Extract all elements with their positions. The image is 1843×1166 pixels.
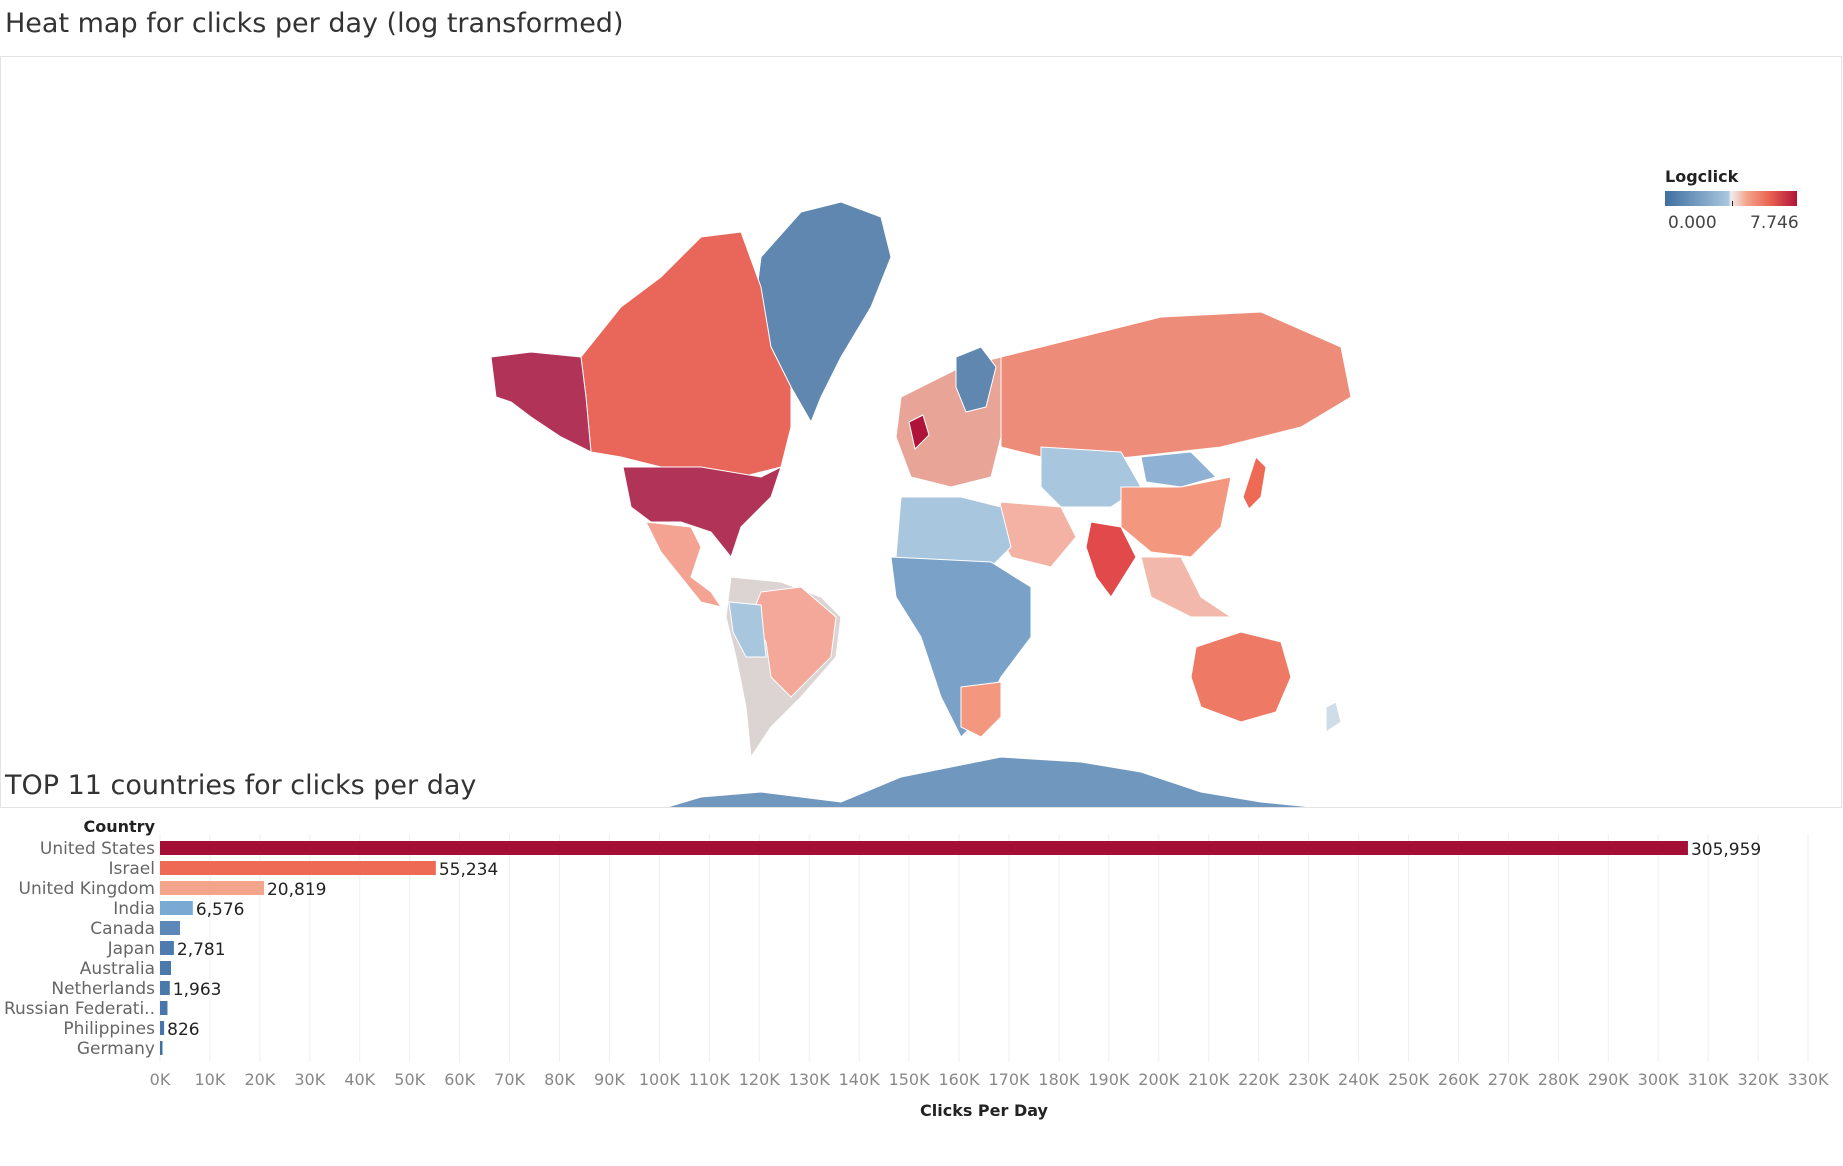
bar[interactable] [160,841,1688,855]
x-tick-label: 270K [1488,1070,1530,1089]
region-india [1085,521,1137,598]
bar[interactable] [160,1041,163,1055]
x-tick-label: 290K [1588,1070,1630,1089]
x-tick-label: 40K [344,1070,375,1089]
data-label: 6,576 [196,900,245,920]
category-label: Netherlands [51,979,155,999]
x-tick-label: 20K [244,1070,275,1089]
x-tick-label: 30K [294,1070,325,1089]
legend-color-bar [1665,191,1797,206]
region-united-states [622,466,782,559]
legend-min-label: 0.000 [1668,213,1717,233]
x-tick-label: 200K [1138,1070,1180,1089]
category-label: Philippines [63,1019,155,1039]
category-label: Japan [107,939,155,959]
x-tick-label: 140K [839,1070,881,1089]
x-tick-label: 0K [150,1070,171,1089]
category-label: India [113,899,155,919]
data-label: 2,781 [177,940,226,960]
bar[interactable] [160,921,180,935]
x-tick-label: 120K [739,1070,781,1089]
legend-midpoint-tick [1732,201,1733,206]
x-tick-label: 210K [1188,1070,1230,1089]
bar-chart[interactable]: Country United States 305,959 Israel 55,234 U… [0,808,1843,1138]
region-russia [1000,311,1352,463]
region-antarctica [665,756,1317,807]
data-label: 55,234 [439,860,498,880]
x-tick-label: 80K [544,1070,575,1089]
category-label: Israel [109,859,155,879]
data-label: 826 [167,1020,199,1040]
region-southeast-asia [1140,556,1233,618]
category-label: United States [40,839,155,859]
category-label: Germany [77,1039,155,1059]
x-tick-label: 180K [1038,1070,1080,1089]
x-tick-label: 330K [1787,1070,1829,1089]
region-new-zealand [1325,701,1342,733]
bar[interactable] [160,981,170,995]
bar[interactable] [160,1021,165,1035]
data-label: 305,959 [1691,840,1761,860]
color-legend: Logclick 0.000 7.746 [1665,167,1825,233]
x-tick-label: 100K [639,1070,681,1089]
category-label: Australia [80,959,155,979]
x-tick-label: 190K [1088,1070,1130,1089]
data-label: 20,819 [267,880,326,900]
region-mongolia [1140,451,1217,488]
category-label: United Kingdom [19,879,155,899]
x-tick-label: 280K [1538,1070,1580,1089]
x-tick-label: 250K [1388,1070,1430,1089]
x-tick-label: 240K [1338,1070,1380,1089]
x-tick-label: 150K [889,1070,931,1089]
x-tick-label: 60K [444,1070,475,1089]
region-canada [580,231,792,478]
bar[interactable] [160,1001,168,1015]
bar[interactable] [160,961,171,975]
x-tick-label: 50K [394,1070,425,1089]
bar-chart-title: TOP 11 countries for clicks per day [5,770,477,801]
region-china [1120,476,1232,558]
region-mexico [645,521,723,608]
legend-title: Logclick [1665,167,1739,186]
x-tick-label: 90K [594,1070,625,1089]
map-title: Heat map for clicks per day (log transfo… [5,8,624,39]
bar[interactable] [160,941,174,955]
x-tick-label: 260K [1438,1070,1480,1089]
x-tick-label: 170K [988,1070,1030,1089]
region-australia [1190,631,1292,723]
region-central-asia [1040,446,1142,508]
x-tick-label: 230K [1288,1070,1330,1089]
x-tick-label: 320K [1738,1070,1780,1089]
x-tick-label: 130K [789,1070,831,1089]
x-tick-label: 10K [195,1070,226,1089]
x-tick-label: 110K [689,1070,731,1089]
x-tick-label: 70K [494,1070,525,1089]
category-label: Canada [90,919,155,939]
x-axis-title: Clicks Per Day [920,1101,1049,1120]
x-tick-label: 160K [939,1070,981,1089]
world-map-panel[interactable]: Logclick 0.000 7.746 [0,56,1842,808]
bar[interactable] [160,881,264,895]
region-alaska [490,351,592,453]
region-japan [1242,456,1267,510]
x-tick-label: 310K [1688,1070,1730,1089]
region-united-kingdom [908,414,930,450]
bar[interactable] [160,901,193,915]
x-tick-label: 220K [1238,1070,1280,1089]
category-label: Russian Federati.. [4,999,155,1019]
bar[interactable] [160,861,436,875]
data-label: 1,963 [173,980,222,1000]
x-tick-label: 300K [1638,1070,1680,1089]
row-header-label: Country [84,817,156,836]
region-peru [728,601,767,658]
region-scandinavia [955,346,997,413]
world-map[interactable] [1,57,1842,808]
legend-max-label: 7.746 [1750,213,1799,233]
region-south-africa [960,681,1002,738]
